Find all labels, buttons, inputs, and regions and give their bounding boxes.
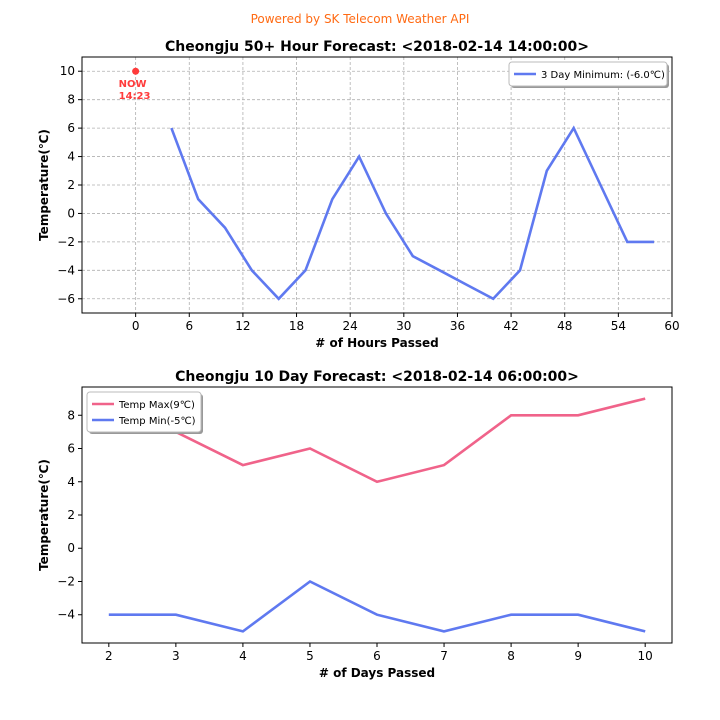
y-tick-label: 8 (67, 93, 75, 107)
y-tick-label: 2 (67, 178, 75, 192)
x-tick-label: 4 (239, 649, 247, 663)
y-tick-label: −2 (57, 235, 75, 249)
x-tick-label: 0 (132, 319, 140, 333)
series-line (170, 125, 655, 301)
y-tick-label: 2 (67, 508, 75, 522)
legend-entry: Temp Max(9℃) (118, 400, 195, 411)
chart-title: Cheongju 50+ Hour Forecast: <2018-02-14 … (165, 39, 589, 55)
x-tick-label: 18 (289, 319, 304, 333)
legend-entry: Temp Min(-5℃) (118, 416, 196, 427)
now-marker (132, 67, 140, 75)
x-tick-label: 8 (507, 649, 515, 663)
x-tick-label: 60 (664, 319, 679, 333)
x-tick-label: 6 (185, 319, 193, 333)
y-tick-label: 0 (67, 541, 75, 555)
x-tick-label: 54 (611, 319, 626, 333)
x-tick-label: 6 (373, 649, 381, 663)
x-tick-label: 7 (440, 649, 448, 663)
y-tick-label: 0 (67, 206, 75, 220)
x-tick-label: 24 (343, 319, 358, 333)
legend-entry: 3 Day Minimum: (-6.0℃) (541, 70, 665, 81)
chart-title: Cheongju 10 Day Forecast: <2018-02-14 06… (175, 369, 579, 385)
x-axis-label: # of Hours Passed (315, 336, 439, 350)
x-tick-label: 30 (396, 319, 411, 333)
y-tick-label: 4 (67, 475, 75, 489)
y-tick-label: −6 (57, 292, 75, 306)
x-axis-label: # of Days Passed (319, 666, 435, 680)
legend: Temp Max(9℃) Temp Min(-5℃) (86, 391, 203, 434)
x-tick-label: 48 (557, 319, 572, 333)
x-tick-label: 36 (450, 319, 465, 333)
legend-box (86, 391, 202, 433)
api-credit: Powered by SK Telecom Weather API (250, 12, 470, 26)
y-tick-label: −4 (57, 263, 75, 277)
x-tick-label: 2 (105, 649, 113, 663)
x-tick-label: 9 (574, 649, 582, 663)
y-tick-label: 4 (67, 150, 75, 164)
y-axis-label: Temperature(℃) (37, 129, 51, 241)
series-line (108, 397, 646, 484)
x-tick-label: 3 (172, 649, 180, 663)
y-tick-label: 10 (60, 64, 75, 78)
x-tick-label: 10 (638, 649, 653, 663)
hourly-forecast-chart: Cheongju 50+ Hour Forecast: <2018-02-14 … (37, 39, 680, 350)
x-tick-label: 12 (235, 319, 250, 333)
y-tick-label: −4 (57, 608, 75, 622)
daily-forecast-chart: Cheongju 10 Day Forecast: <2018-02-14 06… (37, 369, 673, 680)
y-axis-label: Temperature(℃) (37, 459, 51, 571)
y-tick-label: 6 (67, 121, 75, 135)
x-tick-label: 5 (306, 649, 314, 663)
now-time-label: 14:23 (119, 91, 151, 102)
series-line (108, 579, 646, 633)
legend-box (508, 61, 668, 87)
y-tick-label: 8 (67, 408, 75, 422)
legend: 3 Day Minimum: (-6.0℃) (508, 61, 669, 88)
y-tick-label: 6 (67, 442, 75, 456)
y-tick-label: −2 (57, 574, 75, 588)
x-tick-label: 42 (503, 319, 518, 333)
now-label: NOW (119, 79, 147, 90)
